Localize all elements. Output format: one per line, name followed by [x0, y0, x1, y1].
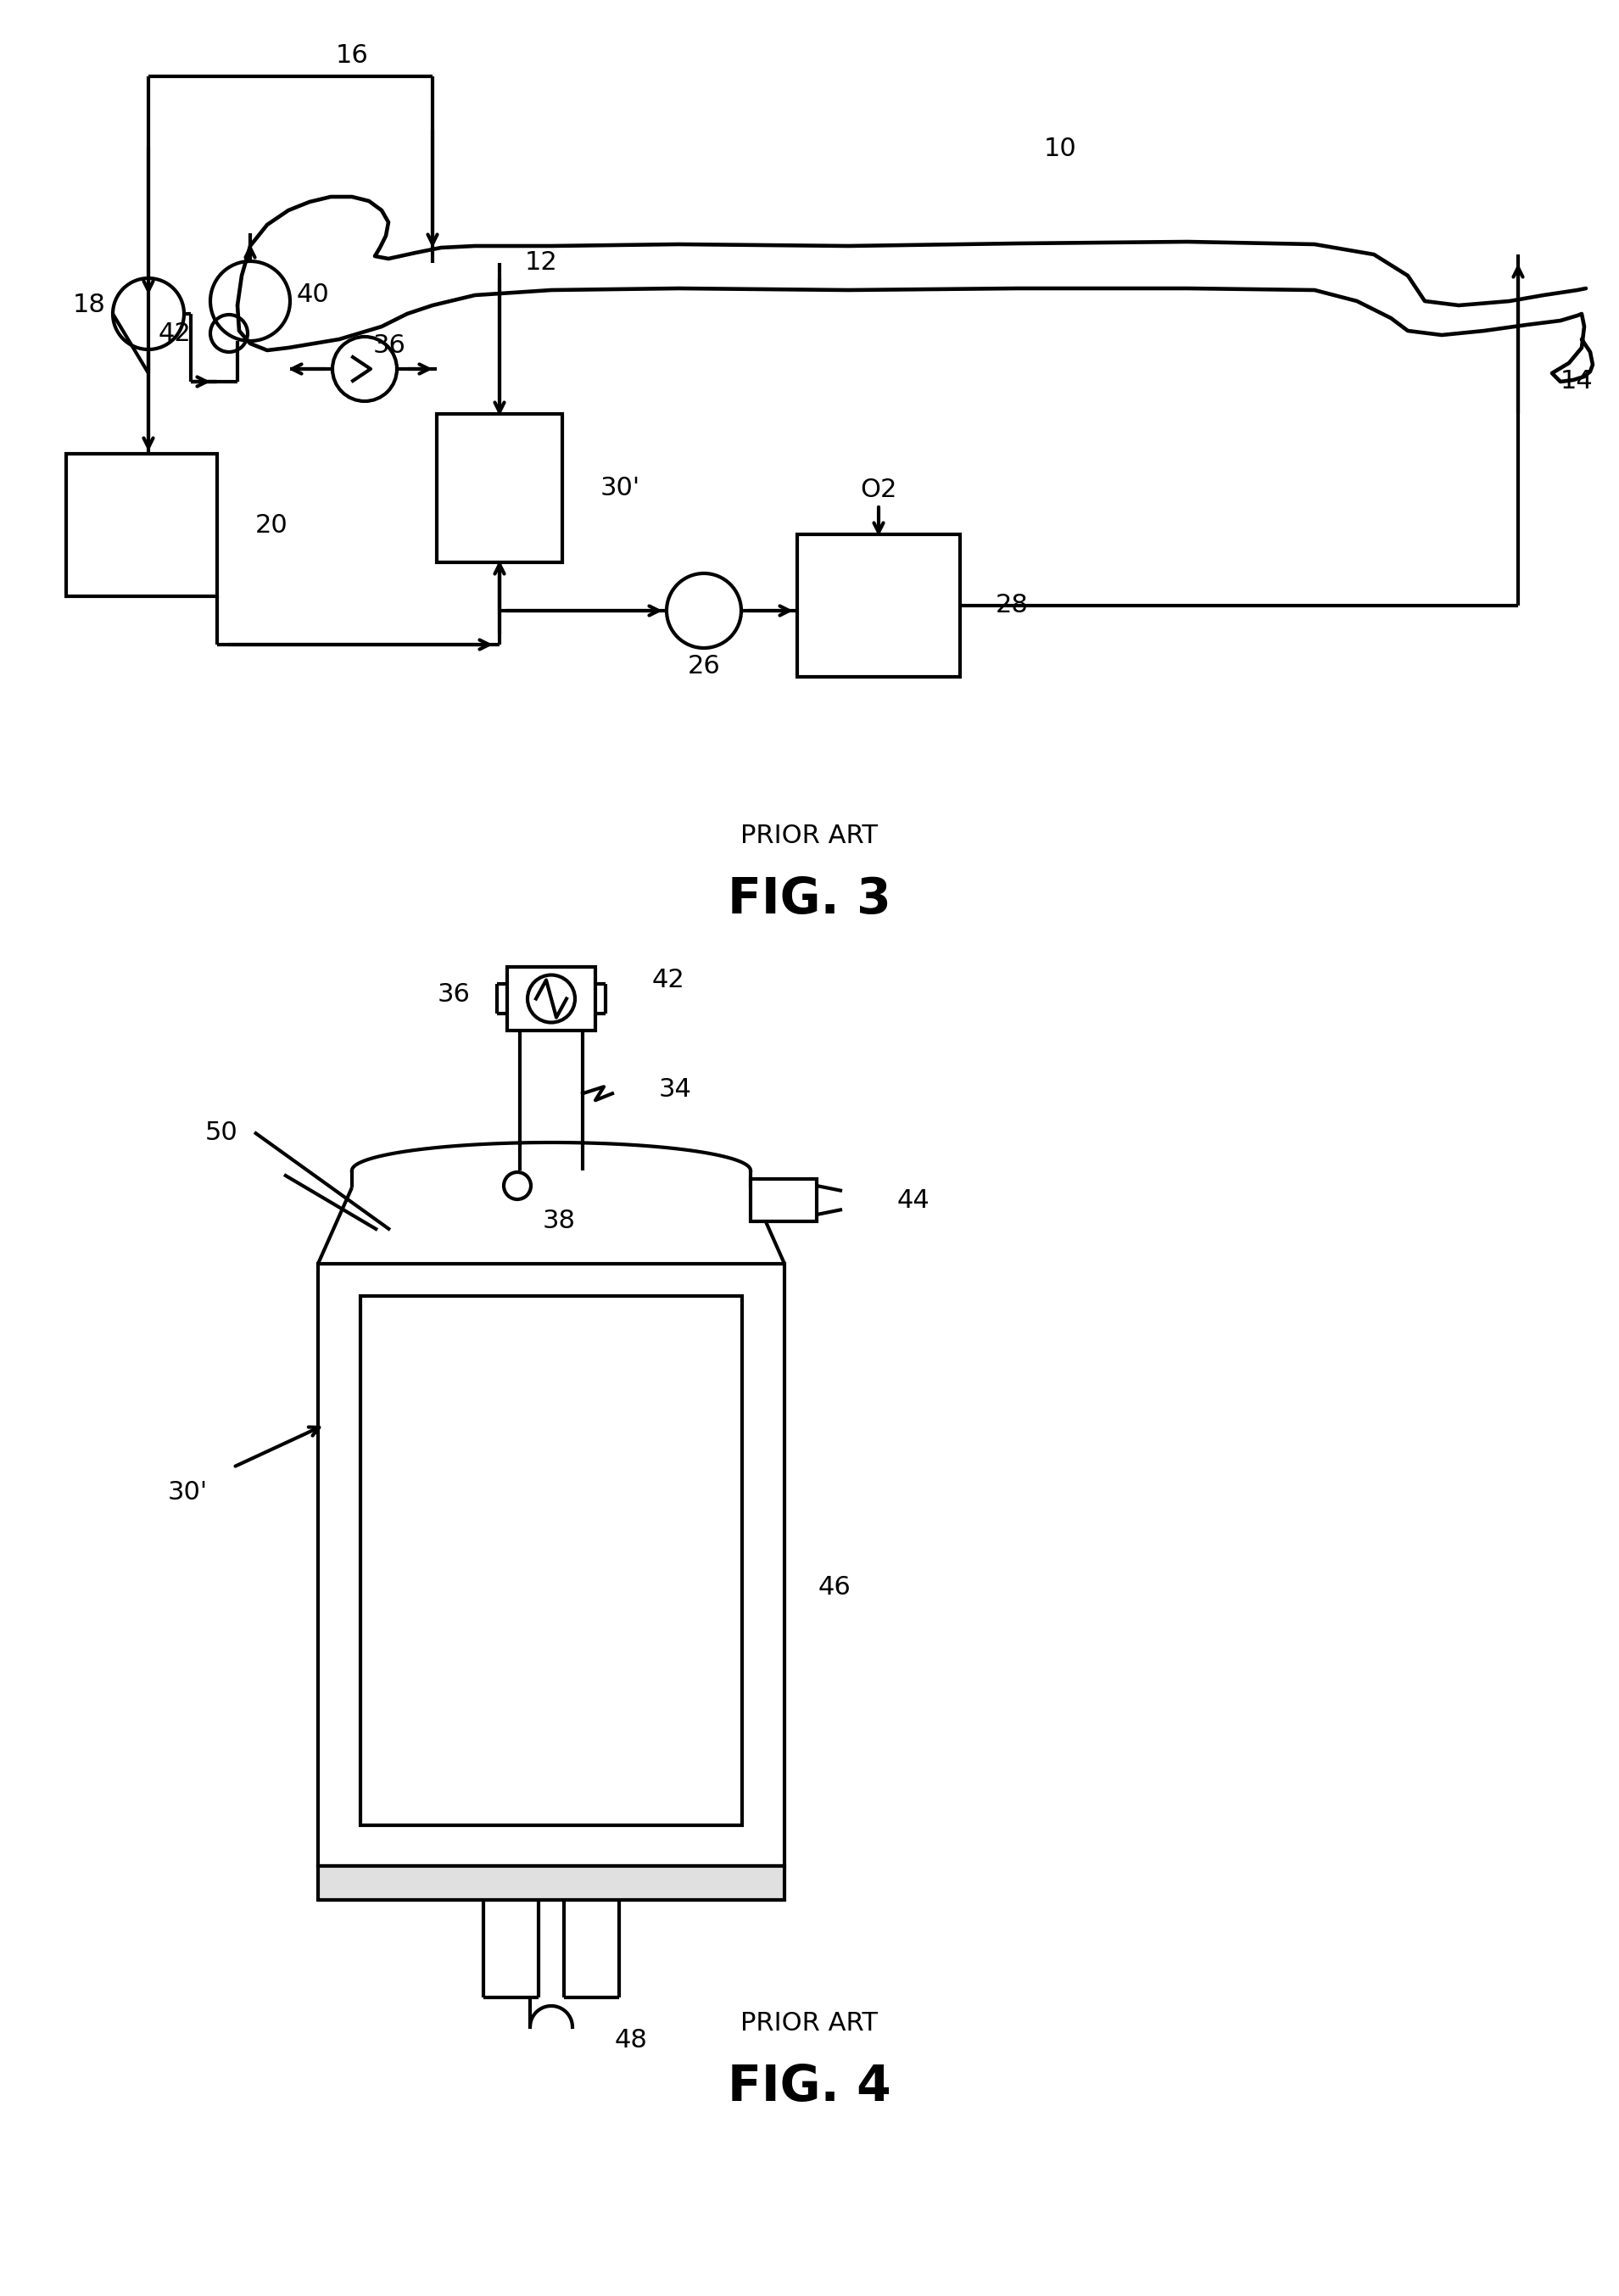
- Text: PRIOR ART: PRIOR ART: [740, 2011, 877, 2034]
- Text: 38: 38: [542, 1210, 576, 1233]
- Text: 34: 34: [659, 1077, 691, 1102]
- Text: 18: 18: [73, 294, 105, 317]
- Text: 48: 48: [615, 2027, 648, 2053]
- Text: 44: 44: [897, 1187, 931, 1212]
- Text: 50: 50: [204, 1120, 238, 1146]
- Text: 14: 14: [1561, 370, 1593, 395]
- Text: FIG. 3: FIG. 3: [727, 875, 890, 923]
- Text: 30': 30': [601, 475, 641, 501]
- Text: 40: 40: [296, 282, 330, 308]
- Text: O2: O2: [860, 478, 897, 503]
- Text: 30': 30': [168, 1481, 207, 1504]
- Text: 42: 42: [652, 967, 685, 992]
- Text: 28: 28: [996, 592, 1028, 618]
- Bar: [507, 967, 596, 1031]
- Text: 42: 42: [159, 321, 191, 347]
- Bar: [66, 455, 217, 597]
- Text: 16: 16: [335, 44, 369, 67]
- Bar: [437, 413, 562, 563]
- Text: 20: 20: [256, 512, 288, 537]
- Text: 26: 26: [688, 654, 720, 680]
- Text: 36: 36: [372, 333, 406, 358]
- Bar: [361, 1295, 742, 1825]
- Text: 10: 10: [1044, 135, 1077, 161]
- Text: 46: 46: [819, 1575, 852, 1600]
- Text: PRIOR ART: PRIOR ART: [740, 824, 877, 847]
- Text: 36: 36: [437, 983, 471, 1006]
- Bar: [751, 1178, 816, 1221]
- Bar: [317, 1263, 785, 1867]
- Bar: [797, 535, 960, 677]
- Bar: [317, 1867, 785, 1899]
- Text: FIG. 4: FIG. 4: [727, 2062, 890, 2110]
- Text: 12: 12: [525, 250, 559, 276]
